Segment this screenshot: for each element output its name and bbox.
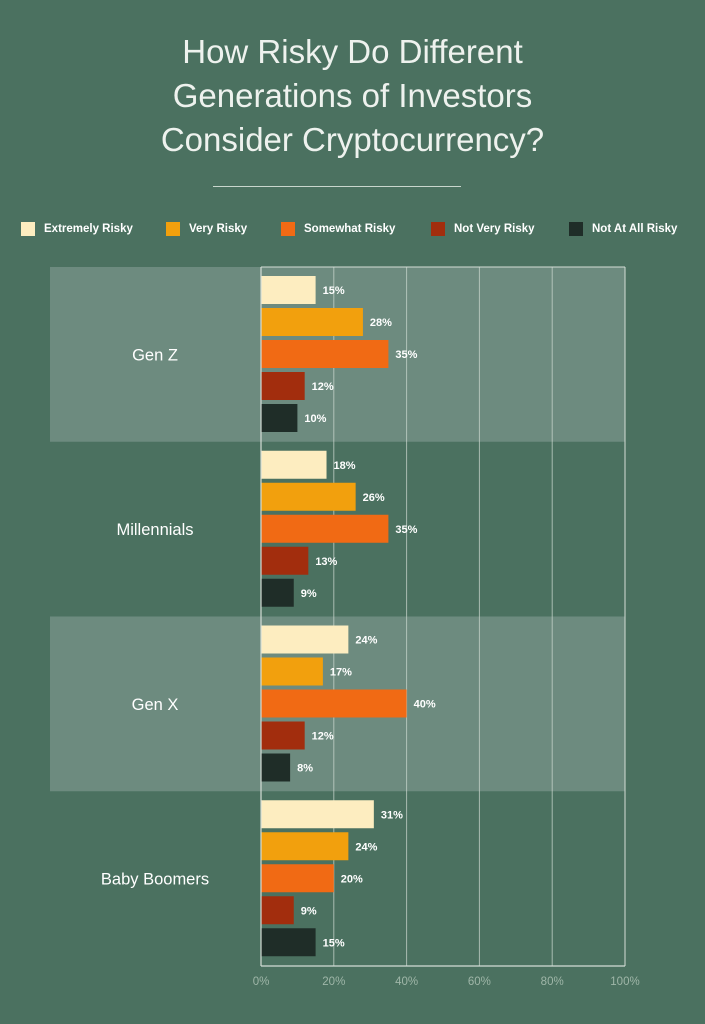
data-label-gen-z-not-very-risky: 12% [312,381,334,393]
category-label-gen-z: Gen Z [132,346,178,364]
legend-label-extremely-risky: Extremely Risky [44,223,133,235]
bar-millennials-somewhat-risky [261,514,389,543]
legend-item-somewhat-risky: Somewhat Risky [281,219,395,239]
legend-item-not-at-all-risky: Not At All Risky [569,219,677,239]
x-tick-label-40: 40% [395,976,418,988]
bar-baby-boomers-very-risky [261,832,349,861]
legend-item-extremely-risky: Extremely Risky [21,219,133,239]
data-label-baby-boomers-not-very-risky: 9% [301,905,317,917]
bar-baby-boomers-not-at-all-risky [261,928,316,957]
legend-swatch-extremely-risky [21,222,35,236]
legend-item-very-risky: Very Risky [166,219,247,239]
legend-swatch-not-at-all-risky [569,222,583,236]
legend-label-somewhat-risky: Somewhat Risky [304,223,396,235]
bar-millennials-very-risky [261,482,356,511]
legend-label-very-risky: Very Risky [189,223,248,235]
data-label-baby-boomers-somewhat-risky: 20% [341,873,363,885]
x-tick-label-80: 80% [541,976,564,988]
title-line-2: Generations of Investors [172,77,533,114]
legend-swatch-not-very-risky [431,222,445,236]
chart-title: How Risky Do Different Generations of In… [0,30,705,162]
bar-gen-x-not-very-risky [261,721,305,750]
category-label-millennials: Millennials [116,521,193,539]
bar-gen-z-somewhat-risky [261,340,389,368]
legend-item-not-very-risky: Not Very Risky [431,219,535,239]
title-line-1: How Risky Do Different [182,33,523,70]
bar-gen-x-very-risky [261,657,323,686]
legend-label-not-at-all-risky: Not At All Risky [592,223,678,235]
x-tick-label-100: 100% [610,976,639,988]
data-label-millennials-not-at-all-risky: 9% [301,588,317,600]
bar-baby-boomers-somewhat-risky [261,864,334,893]
x-tick-label-20: 20% [322,976,345,988]
data-label-baby-boomers-extremely-risky: 31% [381,809,403,821]
data-label-gen-x-not-at-all-risky: 8% [297,763,313,775]
data-label-gen-z-somewhat-risky: 35% [395,349,417,361]
data-label-baby-boomers-not-at-all-risky: 15% [323,937,345,949]
title-divider [213,186,461,187]
data-label-gen-x-not-very-risky: 12% [312,731,334,743]
data-label-gen-z-extremely-risky: 15% [323,285,345,297]
bar-millennials-not-at-all-risky [261,578,294,607]
legend: Extremely Risky Very Risky Somewhat Risk… [0,219,705,239]
legend-swatch-very-risky [166,222,180,236]
title-line-3: Consider Cryptocurrency? [160,121,545,158]
bar-gen-x-not-at-all-risky [261,753,291,782]
data-label-millennials-somewhat-risky: 35% [395,524,417,536]
data-label-millennials-extremely-risky: 18% [334,460,356,472]
data-label-gen-z-not-at-all-risky: 10% [304,413,326,425]
data-label-gen-z-very-risky: 28% [370,317,392,329]
bar-baby-boomers-extremely-risky [261,800,374,829]
bar-gen-z-extremely-risky [261,276,316,304]
bar-gen-x-somewhat-risky [261,689,407,718]
data-label-millennials-not-very-risky: 13% [315,556,337,568]
bar-millennials-not-very-risky [261,546,309,575]
category-label-baby-boomers: Baby Boomers [101,871,209,889]
legend-label-not-very-risky: Not Very Risky [454,223,535,235]
bar-gen-z-not-at-all-risky [261,404,298,432]
category-label-gen-x: Gen X [132,696,179,714]
bar-gen-z-not-very-risky [261,372,305,400]
x-tick-label-60: 60% [468,976,491,988]
legend-swatch-somewhat-risky [281,222,295,236]
x-tick-label-0: 0% [253,976,270,988]
data-label-gen-x-somewhat-risky: 40% [414,699,436,711]
bar-baby-boomers-not-very-risky [261,896,294,925]
bar-millennials-extremely-risky [261,450,327,479]
bar-gen-z-very-risky [261,308,363,336]
data-label-gen-x-extremely-risky: 24% [355,635,377,647]
data-label-baby-boomers-very-risky: 24% [355,841,377,853]
data-label-gen-x-very-risky: 17% [330,667,352,679]
bar-gen-x-extremely-risky [261,625,349,654]
data-label-millennials-very-risky: 26% [363,492,385,504]
